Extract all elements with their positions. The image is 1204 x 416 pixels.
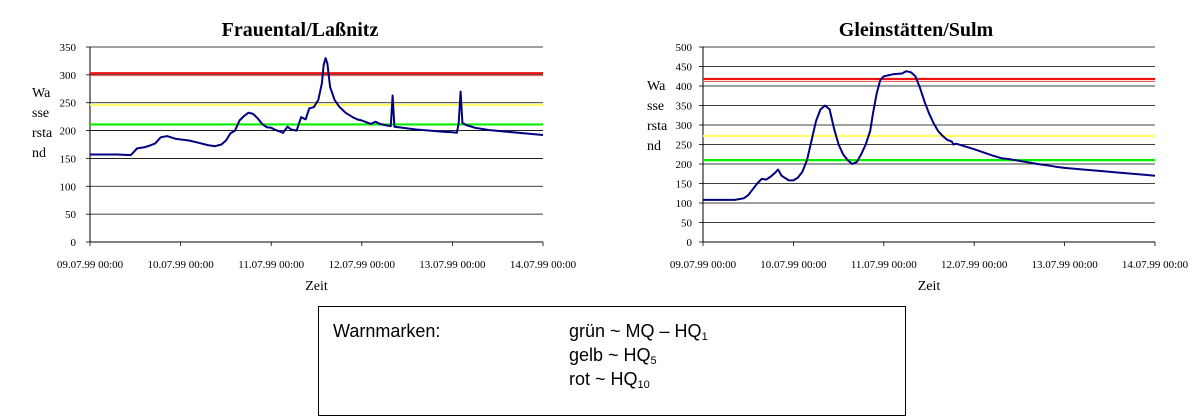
x-tick-label: 14.07.99 00:00 <box>510 259 577 271</box>
y-tick-label: 350 <box>60 42 77 54</box>
series-line <box>703 70 1156 201</box>
y-axis-label: Wa <box>647 79 666 94</box>
y-tick-label: 200 <box>676 159 693 171</box>
y-tick-label: 500 <box>676 42 693 54</box>
y-axis-label: rsta <box>32 126 53 141</box>
legend-row-yellow: gelb ~ HQ5 <box>569 345 657 367</box>
y-tick-label: 50 <box>681 218 693 230</box>
legend-row-text: gelb ~ HQ <box>569 345 651 365</box>
legend-row-text: grün ~ MQ – HQ <box>569 321 702 341</box>
legend-row-text: rot ~ HQ <box>569 369 638 389</box>
x-tick-label: 09.07.99 00:00 <box>670 259 737 271</box>
y-tick-label: 250 <box>676 140 693 152</box>
x-axis-label: Zeit <box>918 279 941 294</box>
y-tick-label: 250 <box>60 98 77 110</box>
legend-row-sub: 10 <box>637 379 650 391</box>
x-tick-label: 10.07.99 00:00 <box>147 259 214 271</box>
legend-row-sub: 1 <box>701 331 708 343</box>
y-axis-label: sse <box>32 106 49 121</box>
chart-gleinstaetten: Gleinstätten/Sulm 0 50 100 150 200 250 300 350 40… <box>647 19 1189 294</box>
x-tick-label: 09.07.99 00:00 <box>57 259 124 271</box>
warning-legend: Warnmarken: grün ~ MQ – HQ1 gelb ~ HQ5 r… <box>318 306 906 416</box>
y-tick-label: 400 <box>676 81 693 93</box>
x-tick-label: 12.07.99 00:00 <box>329 259 396 271</box>
chart-frauental: Frauental/Laßnitz 0 50 100 150 200 250 300 350 09… <box>32 19 577 294</box>
legend-row-green: grün ~ MQ – HQ1 <box>569 321 708 343</box>
legend-row-red: rot ~ HQ10 <box>569 369 650 391</box>
y-tick-label: 0 <box>687 237 693 249</box>
y-tick-label: 300 <box>60 70 77 82</box>
y-tick-label: 150 <box>676 179 693 191</box>
y-tick-label: 100 <box>676 198 693 210</box>
y-axis-label: nd <box>647 139 661 154</box>
x-axis-label: Zeit <box>305 279 328 294</box>
y-tick-label: 300 <box>676 120 693 132</box>
x-tick-label: 14.07.99 00:00 <box>1122 259 1189 271</box>
x-tick-label: 13.07.99 00:00 <box>1031 259 1098 271</box>
x-tick-label: 11.07.99 00:00 <box>238 259 304 271</box>
y-tick-label: 0 <box>71 237 77 249</box>
y-tick-label: 100 <box>60 181 77 193</box>
y-tick-label: 150 <box>60 153 77 165</box>
y-axis-label: rsta <box>647 119 668 134</box>
y-axis-label: nd <box>32 146 46 161</box>
x-tick-label: 11.07.99 00:00 <box>851 259 917 271</box>
y-tick-label: 450 <box>676 62 693 74</box>
legend-row-sub: 5 <box>650 355 657 367</box>
series-line <box>90 57 544 157</box>
x-tick-label: 13.07.99 00:00 <box>419 259 486 271</box>
y-tick-label: 200 <box>60 126 77 138</box>
x-tick-label: 12.07.99 00:00 <box>941 259 1008 271</box>
chart-title: Gleinstätten/Sulm <box>839 19 994 41</box>
y-tick-label: 350 <box>676 101 693 113</box>
chart-title: Frauental/Laßnitz <box>222 19 379 41</box>
legend-title: Warnmarken: <box>333 321 441 341</box>
x-tick-label: 10.07.99 00:00 <box>760 259 827 271</box>
y-tick-label: 50 <box>65 209 77 221</box>
y-axis-label: Wa <box>32 86 51 101</box>
y-axis-label: sse <box>647 99 664 114</box>
